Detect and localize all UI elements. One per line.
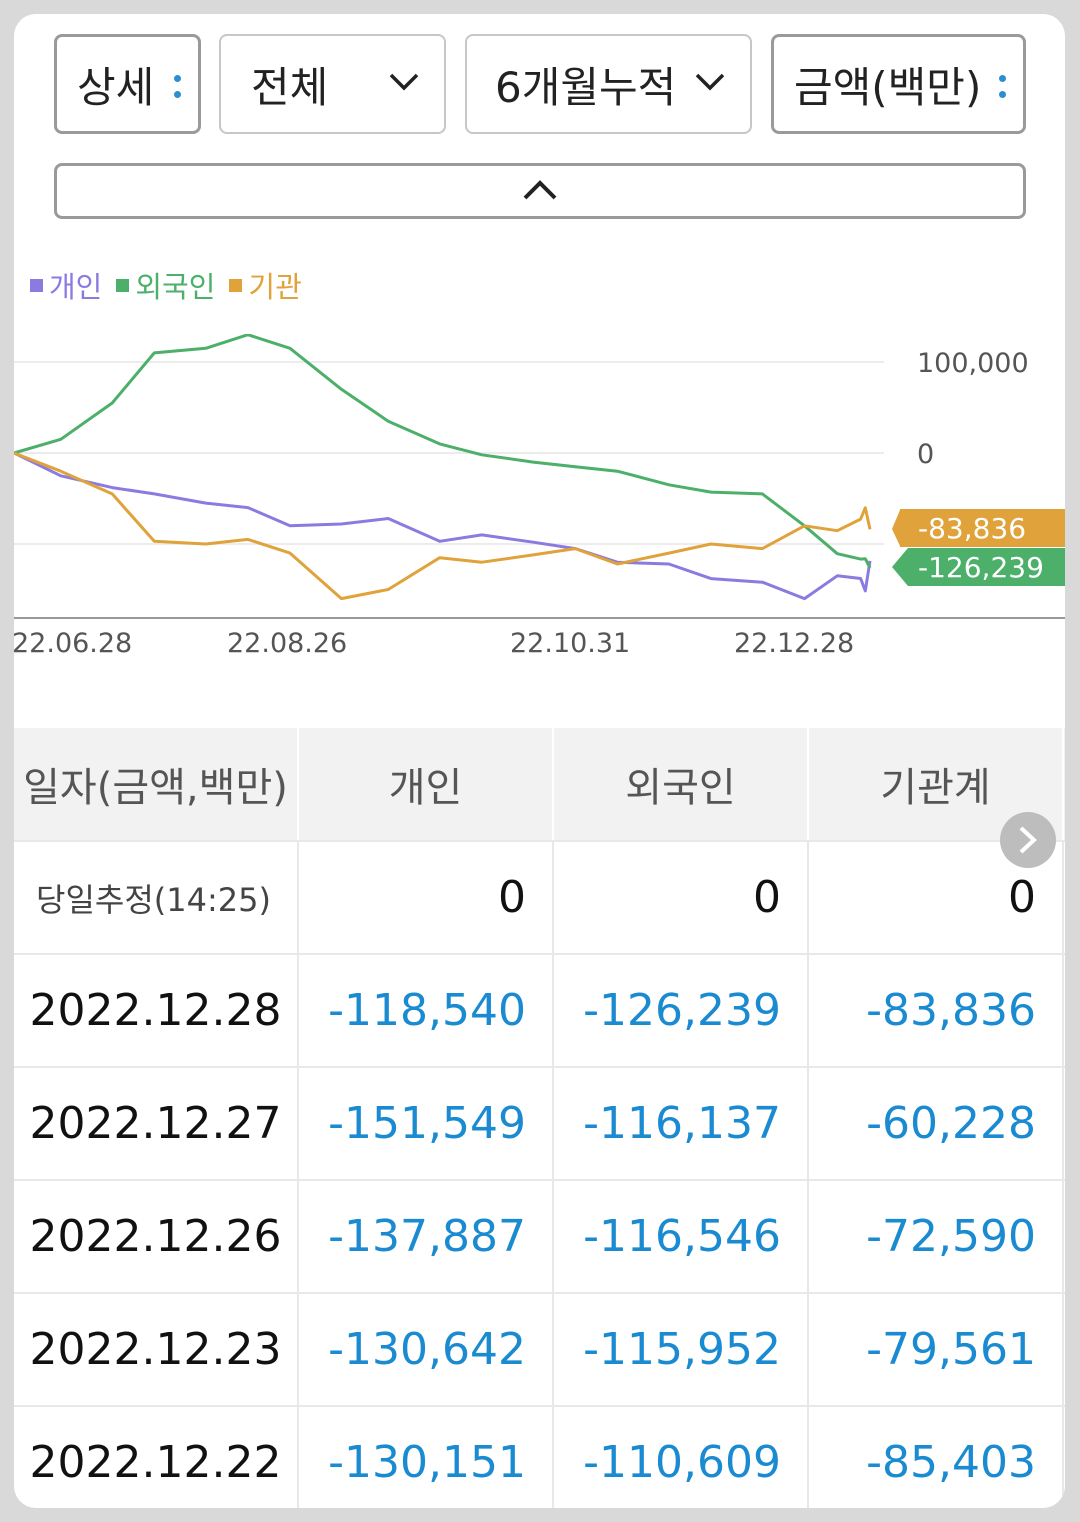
end-label-pointer-foreign	[892, 548, 908, 586]
table-header: 일자(금액,백만) 개인 외국인 기관계	[14, 728, 1065, 840]
today-institution: 0	[809, 842, 1064, 953]
unit-dropdown[interactable]: 금액(백만)	[771, 34, 1026, 134]
table-row-today: 당일추정(14:25) 0 0 0	[14, 840, 1065, 953]
legend-swatch-foreign	[116, 278, 130, 292]
row-individual: -137,887	[299, 1181, 554, 1292]
row-date: 2022.12.28	[14, 955, 299, 1066]
series-layer	[14, 334, 872, 601]
investor-table: 일자(금액,백만) 개인 외국인 기관계 당일추정(14:25) 0 0 0 2…	[14, 728, 1065, 1508]
row-foreign: -116,137	[554, 1068, 809, 1179]
legend-swatch-individual	[30, 278, 43, 292]
investor-trend-card: 상세 전체 6개월누적 금액(백만) 개인 외국인 기관	[14, 14, 1065, 1508]
scroll-right-button[interactable]	[1000, 812, 1056, 868]
chevron-right-icon	[1019, 826, 1037, 854]
row-foreign: -115,952	[554, 1294, 809, 1405]
legend-swatch-institution	[229, 278, 243, 292]
period-dropdown[interactable]: 6개월누적	[465, 34, 752, 134]
row-institution: -60,228	[809, 1068, 1064, 1179]
legend-label-foreign: 외국인	[135, 270, 216, 304]
series-line-foreign	[14, 334, 872, 569]
chart-legend: 개인 외국인 기관	[30, 264, 302, 306]
x-tick-label: 22.08.26	[227, 628, 347, 659]
header-individual: 개인	[299, 728, 554, 840]
chevron-down-icon	[695, 73, 725, 91]
header-date: 일자(금액,백만)	[14, 728, 299, 840]
table-row[interactable]: 2022.12.27 -151,549 -116,137 -60,228	[14, 1066, 1065, 1179]
row-date: 2022.12.22	[14, 1407, 299, 1508]
legend-label-institution: 기관	[248, 270, 302, 304]
series-line-institution	[14, 451, 872, 601]
y-tick-label: 0	[917, 439, 934, 470]
legend-label-individual: 개인	[49, 270, 103, 304]
table-row[interactable]: 2022.12.22 -130,151 -110,609 -85,403	[14, 1405, 1065, 1508]
scope-dropdown[interactable]: 전체	[219, 34, 446, 134]
end-label-bg-foreign	[908, 548, 1065, 586]
today-individual: 0	[299, 842, 554, 953]
collapse-button[interactable]	[54, 163, 1026, 219]
x-tick-label: 22.06.28	[14, 628, 132, 659]
row-date: 2022.12.27	[14, 1068, 299, 1179]
row-individual: -151,549	[299, 1068, 554, 1179]
table-row[interactable]: 2022.12.23 -130,642 -115,952 -79,561	[14, 1292, 1065, 1405]
row-date: 2022.12.26	[14, 1181, 299, 1292]
cumulative-line-chart[interactable]: 100,000 0 22.06.28 22.08.26 22.10.31 22.…	[14, 334, 1065, 694]
header-foreign: 외국인	[554, 728, 809, 840]
row-foreign: -126,239	[554, 955, 809, 1066]
header-institution: 기관계	[809, 728, 1064, 840]
table-row[interactable]: 2022.12.28 -118,540 -126,239 -83,836	[14, 953, 1065, 1066]
row-individual: -130,642	[299, 1294, 554, 1405]
end-label-pointer-institution	[892, 510, 900, 546]
legend-institution: 기관	[229, 264, 302, 306]
today-foreign: 0	[554, 842, 809, 953]
row-institution: -79,561	[809, 1294, 1064, 1405]
chevron-down-icon	[389, 73, 419, 91]
y-tick-label: 100,000	[917, 348, 1029, 379]
end-label-foreign: -126,239	[918, 551, 1044, 584]
row-individual: -130,151	[299, 1407, 554, 1508]
row-institution: -72,590	[809, 1181, 1064, 1292]
row-foreign: -116,546	[554, 1181, 809, 1292]
detail-dropdown[interactable]: 상세	[54, 34, 201, 134]
x-tick-label: 22.10.31	[510, 628, 630, 659]
today-label: 당일추정(14:25)	[14, 842, 299, 953]
row-individual: -118,540	[299, 955, 554, 1066]
more-dots-icon	[174, 75, 182, 98]
row-date: 2022.12.23	[14, 1294, 299, 1405]
legend-foreign: 외국인	[116, 264, 215, 306]
legend-individual: 개인	[30, 264, 102, 306]
period-dropdown-label: 6개월누적	[495, 62, 677, 112]
series-line-individual	[14, 451, 872, 601]
end-label-institution: -83,836	[918, 512, 1026, 545]
more-dots-icon	[999, 75, 1007, 98]
chevron-up-icon	[523, 180, 557, 200]
unit-dropdown-label: 금액(백만)	[794, 62, 982, 112]
table-row[interactable]: 2022.12.26 -137,887 -116,546 -72,590	[14, 1179, 1065, 1292]
row-institution: -83,836	[809, 955, 1064, 1066]
scope-dropdown-label: 전체	[251, 62, 329, 112]
row-institution: -85,403	[809, 1407, 1064, 1508]
end-label-bg-institution	[900, 509, 1065, 547]
row-foreign: -110,609	[554, 1407, 809, 1508]
x-tick-label: 22.12.28	[734, 628, 854, 659]
detail-dropdown-label: 상세	[77, 62, 155, 112]
